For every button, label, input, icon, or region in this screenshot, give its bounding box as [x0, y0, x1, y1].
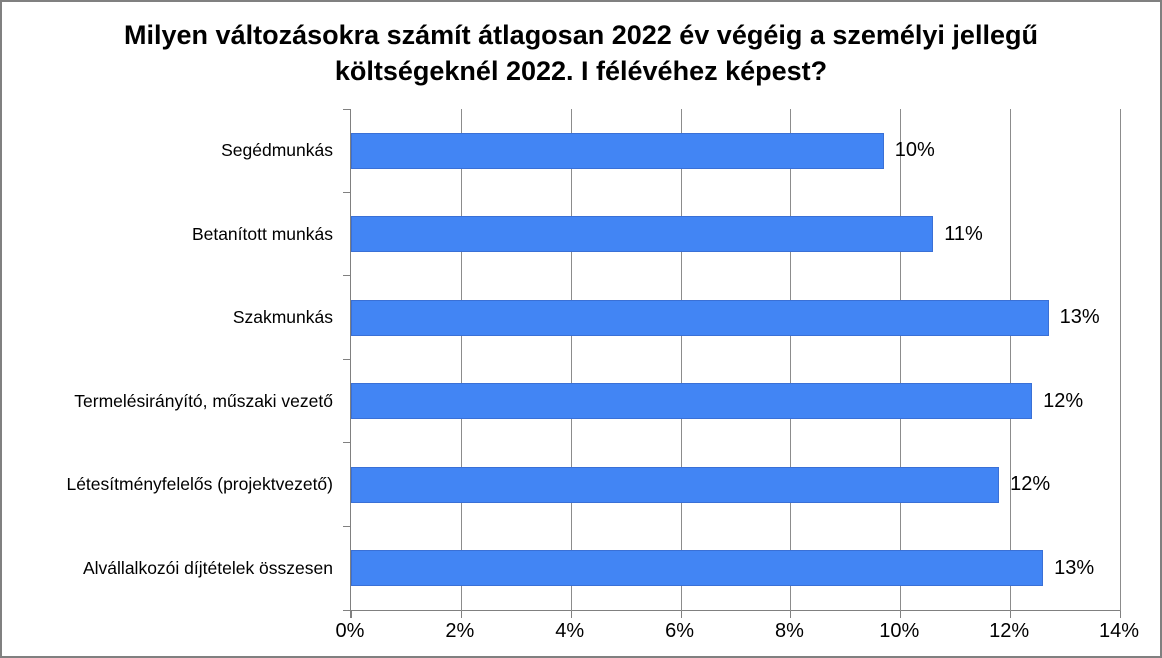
x-axis-tick-label: 14%: [1098, 620, 1140, 642]
gridline: [900, 109, 902, 617]
category-label: Szakmunkás: [232, 307, 333, 328]
bar-value-label: 12%: [1043, 389, 1084, 412]
x-axis-tick: [460, 611, 462, 618]
category-label: Segédmunkás: [221, 140, 333, 161]
plot-area: 10% 11% 13% 12% 12% 13%: [343, 108, 1121, 618]
gridline: [790, 109, 792, 617]
x-axis-tick: [570, 611, 572, 618]
x-axis-tick: [351, 611, 352, 618]
gridline: [1120, 109, 1121, 617]
bar-value-label: 13%: [1059, 306, 1100, 329]
bar: [351, 383, 1033, 420]
bar: [351, 132, 884, 169]
category-label: Alvállalkozói díjtételek összesen: [83, 557, 333, 578]
category-label: Betanított munkás: [191, 223, 333, 244]
bar: [351, 466, 1000, 503]
bar-row: 11%: [351, 193, 1120, 277]
bar-value-label: 11%: [944, 222, 983, 245]
y-axis-tick: [343, 191, 350, 193]
y-axis-tick: [343, 275, 350, 277]
x-axis-tick-label: 8%: [774, 620, 804, 642]
y-axis-tick: [343, 359, 350, 360]
bar-row: 13%: [351, 276, 1120, 360]
x-axis-tick-label: 4%: [555, 620, 585, 642]
x-axis-labels: 0% 2% 4% 6% 8% 10% 12% 14%: [336, 620, 1139, 650]
chart-title: Milyen változásokra számít átlagosan 202…: [124, 20, 1038, 86]
x-axis-tick-label: 2%: [445, 620, 475, 642]
y-axis-tick: [343, 609, 350, 611]
bar-value-label: 10%: [894, 139, 935, 162]
bar-row: 13%: [351, 527, 1120, 611]
bar: [351, 550, 1044, 587]
x-axis-tick-label: 12%: [989, 620, 1030, 642]
gridline: [1010, 109, 1012, 617]
y-axis-tick: [343, 526, 350, 527]
category-label: Termelésirányító, műszaki vezető: [74, 390, 333, 411]
bar-row: 10%: [351, 109, 1120, 193]
category-label: Létesítményfelelős (projektvezető): [66, 474, 333, 495]
category-axis-labels: Segédmunkás Betanított munkás Szakmunkás Te…: [2, 109, 342, 610]
y-axis-tick: [343, 442, 350, 444]
bar-value-label: 13%: [1054, 556, 1095, 579]
y-axis-overhang: [350, 611, 351, 618]
bar-value-label: 12%: [1010, 473, 1051, 496]
bar: [351, 299, 1049, 336]
bar-row: 12%: [351, 443, 1120, 527]
x-axis-tick-label: 6%: [665, 620, 695, 642]
y-axis-tick: [343, 108, 350, 110]
x-axis-tick-label: 10%: [879, 620, 920, 642]
bar-row: 12%: [351, 360, 1120, 444]
x-axis-tick: [1120, 611, 1121, 618]
gridline: [460, 109, 462, 617]
bar: [351, 216, 934, 253]
x-axis-tick: [900, 611, 902, 618]
x-axis-tick: [790, 611, 792, 618]
x-axis-tick: [680, 611, 682, 618]
gridline: [680, 109, 682, 617]
x-axis-tick: [1010, 611, 1012, 618]
gridline: [570, 109, 572, 617]
x-axis-tick-label: 0%: [335, 620, 365, 642]
